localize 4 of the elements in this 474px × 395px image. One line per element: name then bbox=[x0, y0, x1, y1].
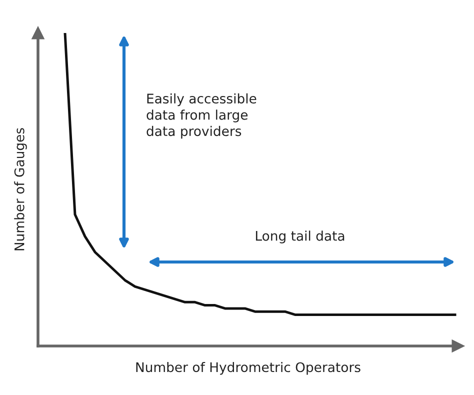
y-axis-title: Number of Gauges bbox=[14, 128, 27, 250]
annotation: Easily accessible data from large data providers bbox=[146, 93, 256, 139]
x-axis-title: Number of Hydrometric Operators bbox=[136, 362, 360, 375]
annotation: Long tail data bbox=[256, 230, 344, 244]
